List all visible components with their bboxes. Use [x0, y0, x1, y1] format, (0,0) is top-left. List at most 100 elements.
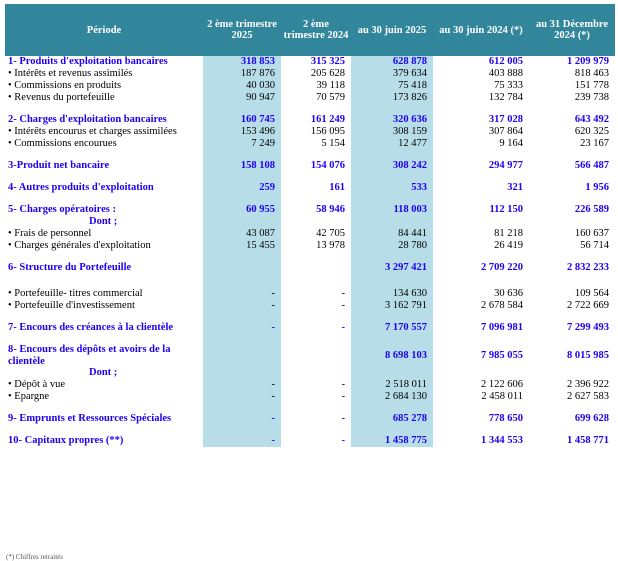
spacer-cell	[433, 150, 529, 160]
spacer-row	[5, 104, 615, 114]
spacer-cell	[433, 104, 529, 114]
value-cell: 1 344 553	[481, 435, 523, 446]
section-row: 10- Capitaux propres (**) - -1 458 775 1 34…	[5, 435, 615, 447]
value-cell: 12 477	[351, 138, 433, 150]
spacer-cell	[281, 150, 351, 160]
spacer-cell	[351, 194, 433, 204]
value-cell	[203, 262, 281, 274]
detail-label: • Portefeuille- titres commercial	[8, 288, 143, 299]
spacer-cell	[351, 312, 433, 322]
spacer-cell	[281, 403, 351, 413]
value-cell: 40 030	[203, 80, 281, 92]
empty-cell	[433, 367, 529, 379]
spacer-cell	[281, 425, 351, 435]
value-cell: 628 878	[351, 56, 433, 68]
detail-row: • Intérêts et revenus assimilés 187 876 20…	[5, 68, 615, 80]
spacer-cell	[351, 334, 433, 344]
value-cell: 151 778	[574, 80, 609, 91]
value-cell: -	[341, 413, 346, 424]
value-cell: 9 164	[499, 138, 523, 149]
value-cell: 134 630	[351, 288, 433, 300]
value-cell: 566 487	[574, 160, 609, 171]
value-cell: 320 636	[351, 114, 433, 126]
section-label: 7- Encours des créances à la clientèle	[8, 322, 174, 334]
value-cell: 23 167	[580, 138, 609, 149]
section-label: 10- Capitaux propres (**)	[8, 435, 124, 446]
dont-row: Dont ;	[5, 367, 615, 379]
value-cell: -	[341, 300, 346, 311]
spacer-row	[5, 252, 615, 262]
value-cell: 2 709 220	[481, 262, 523, 273]
spacer-cell	[5, 104, 203, 114]
value-cell: 3 297 421	[351, 262, 433, 274]
spacer-cell	[433, 312, 529, 322]
section-row: 3-Produit net bancaire 158 108 154 076 308 …	[5, 160, 615, 172]
spacer-cell	[203, 274, 281, 288]
detail-row: • Commissions en produits 40 030 39 118 75 …	[5, 80, 615, 92]
spacer-cell	[5, 403, 203, 413]
value-cell: 778 650	[488, 413, 523, 424]
spacer-cell	[203, 194, 281, 204]
value-cell: 109 564	[574, 288, 609, 299]
detail-label: • Portefeuille d'investissement	[8, 300, 135, 311]
value-cell: 403 888	[488, 68, 523, 79]
value-cell: 2 722 669	[567, 300, 609, 311]
value-cell: 7 299 493	[567, 322, 609, 333]
value-cell: 2 627 583	[567, 391, 609, 402]
value-cell: 7 249	[203, 138, 281, 150]
spacer-cell	[351, 403, 433, 413]
value-cell: -	[341, 391, 346, 402]
value-cell: 2 518 011	[351, 379, 433, 391]
empty-cell	[203, 367, 281, 379]
value-cell: 294 977	[488, 160, 523, 171]
value-cell: 56 714	[580, 240, 609, 251]
value-cell: 685 278	[351, 413, 433, 425]
spacer-cell	[351, 150, 433, 160]
value-cell: 26 419	[494, 240, 523, 251]
spacer-cell	[5, 172, 203, 182]
header-h1-2025: au 30 juin 2025	[351, 4, 433, 56]
value-cell: 1 209 979	[567, 56, 609, 67]
value-cell: 2 832 233	[567, 262, 609, 273]
value-cell: 112 150	[489, 204, 523, 215]
section-label: 8- Encours des dépôts et avoirs de la cl…	[8, 344, 171, 367]
value-cell: -	[341, 435, 346, 446]
value-cell: 84 441	[351, 228, 433, 240]
section-row: 2- Charges d'exploitation bancaires 160 7…	[5, 114, 615, 126]
spacer-cell	[203, 312, 281, 322]
spacer-cell	[433, 425, 529, 435]
section-row: 6- Structure du Portefeuille 3 297 421 2 7…	[5, 262, 615, 274]
section-label: 2- Charges d'exploitation bancaires	[8, 114, 167, 125]
spacer-cell	[5, 252, 203, 262]
spacer-cell	[529, 274, 615, 288]
spacer-cell	[281, 334, 351, 344]
detail-label: • Charges générales d'exploitation	[8, 240, 151, 251]
value-cell: 533	[351, 182, 433, 194]
value-cell: 2 122 606	[481, 379, 523, 390]
section-row: 1- Produits d'exploitation bancaires 318 …	[5, 56, 615, 68]
value-cell: 321	[507, 182, 523, 193]
detail-row: • Intérêts encourus et charges assimilée…	[5, 126, 615, 138]
spacer-cell	[5, 334, 203, 344]
spacer-cell	[433, 403, 529, 413]
financial-indicators-table: Période 2 ème trimestre 2025 2 ème trime…	[5, 4, 615, 447]
value-cell: 8 698 103	[351, 344, 433, 367]
value-cell: 15 455	[203, 240, 281, 252]
empty-cell	[281, 216, 351, 228]
value-cell: -	[203, 391, 281, 403]
value-cell: 2 396 922	[567, 379, 609, 390]
value-cell: -	[341, 322, 346, 333]
value-cell: 75 333	[494, 80, 523, 91]
spacer-cell	[5, 312, 203, 322]
spacer-cell	[281, 252, 351, 262]
value-cell: 43 087	[203, 228, 281, 240]
spacer-cell	[529, 104, 615, 114]
section-row: 9- Emprunts et Ressources Spéciales - -685…	[5, 413, 615, 425]
section-row: 7- Encours des créances à la clientèle - -…	[5, 322, 615, 334]
detail-label: • Dépôt à vue	[8, 379, 66, 390]
value-cell: -	[203, 300, 281, 312]
empty-cell	[203, 216, 281, 228]
value-cell: 308 159	[351, 126, 433, 138]
spacer-row	[5, 334, 615, 344]
value-cell: 156 095	[310, 126, 345, 137]
